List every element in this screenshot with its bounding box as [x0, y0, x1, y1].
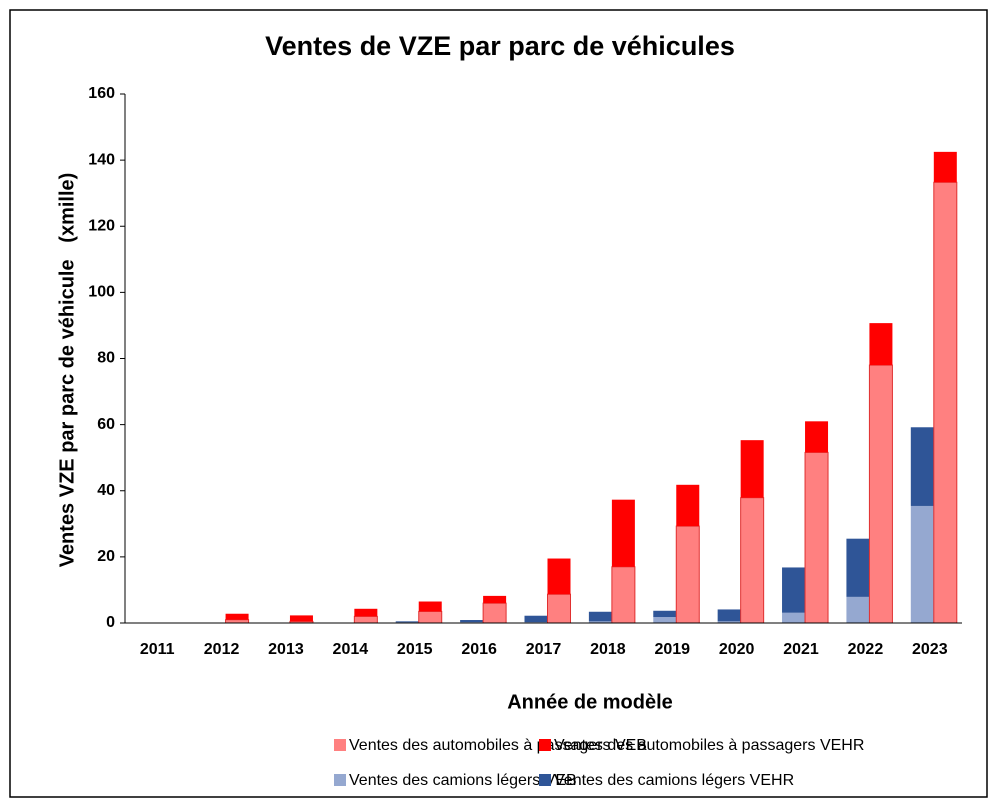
y-tick-label: 140 [88, 151, 115, 168]
legend-marker [539, 774, 551, 786]
bar-segment [910, 505, 934, 623]
bar-segment [354, 608, 378, 617]
y-tick-label: 40 [97, 482, 115, 499]
x-axis-title: Année de modèle [507, 691, 673, 713]
bar-segment [483, 595, 507, 604]
bar-segment [588, 621, 612, 623]
bar-segment [805, 421, 829, 453]
y-tick-label: 100 [88, 284, 115, 301]
legend-marker [334, 774, 346, 786]
bar-segment [676, 484, 700, 527]
bar-segment [588, 611, 612, 622]
x-tick-label: 2021 [783, 641, 819, 658]
bar-segment [547, 593, 571, 624]
y-tick-label: 60 [97, 416, 115, 433]
chart-title: Ventes de VZE par parc de véhicules [265, 31, 735, 61]
bar-segment [653, 617, 677, 623]
bar-segment [933, 151, 957, 183]
x-tick-label: 2012 [204, 641, 240, 658]
bar-segment [418, 610, 443, 624]
x-tick-label: 2022 [848, 641, 884, 658]
x-tick-label: 2015 [397, 641, 433, 658]
bar-segment [846, 596, 870, 623]
legend-label: Ventes des automobiles à passagers VEHR [554, 737, 864, 754]
x-tick-label: 2014 [333, 641, 369, 658]
x-tick-label: 2020 [719, 641, 755, 658]
x-tick-label: 2018 [590, 641, 626, 658]
bar-segment [717, 609, 741, 622]
x-tick-label: 2016 [461, 641, 497, 658]
bar-segment [740, 497, 765, 624]
bar-segment [653, 610, 677, 618]
bar-segment [804, 451, 829, 624]
bar-segment [482, 602, 507, 624]
legend-marker [539, 739, 551, 751]
bar-segment [418, 601, 442, 612]
y-tick-label: 120 [88, 217, 115, 234]
bar-segment [933, 181, 958, 624]
bar-segment [460, 620, 484, 623]
bar-segment [611, 566, 636, 624]
bar-segment [869, 323, 893, 366]
x-tick-label: 2017 [526, 641, 562, 658]
bar-segment [611, 499, 635, 567]
bar-segment [289, 615, 313, 622]
legend-label: Ventes des camions légers VEB [349, 772, 577, 789]
x-tick-label: 2013 [268, 641, 304, 658]
legend-marker [334, 739, 346, 751]
bar-segment [717, 621, 741, 623]
y-tick-label: 0 [106, 614, 115, 631]
bar-segment [868, 364, 893, 624]
bar-segment [846, 538, 870, 597]
x-tick-label: 2019 [654, 641, 690, 658]
bar-segment [225, 613, 249, 620]
bar-segment [782, 612, 806, 623]
bar-segment [395, 621, 419, 623]
bar-segment [524, 615, 548, 623]
bar-segment [910, 427, 934, 506]
bar-segment [353, 615, 378, 624]
legend-label: Ventes des automobiles à passagers VEB [349, 737, 647, 754]
y-tick-label: 80 [97, 350, 115, 367]
x-tick-label: 2011 [140, 641, 175, 658]
legend-label: Ventes des camions légers VEHR [554, 772, 794, 789]
x-tick-label: 2023 [912, 641, 948, 658]
bar-segment [740, 440, 764, 498]
y-axis-title: Ventes VZE par parc de véhicule (xmille) [56, 173, 78, 568]
bar-segment [547, 558, 571, 595]
y-tick-label: 20 [97, 548, 115, 565]
bar-segment [675, 525, 700, 624]
y-tick-label: 160 [88, 85, 115, 102]
bar-segment [782, 567, 806, 613]
chart-border [9, 9, 988, 798]
